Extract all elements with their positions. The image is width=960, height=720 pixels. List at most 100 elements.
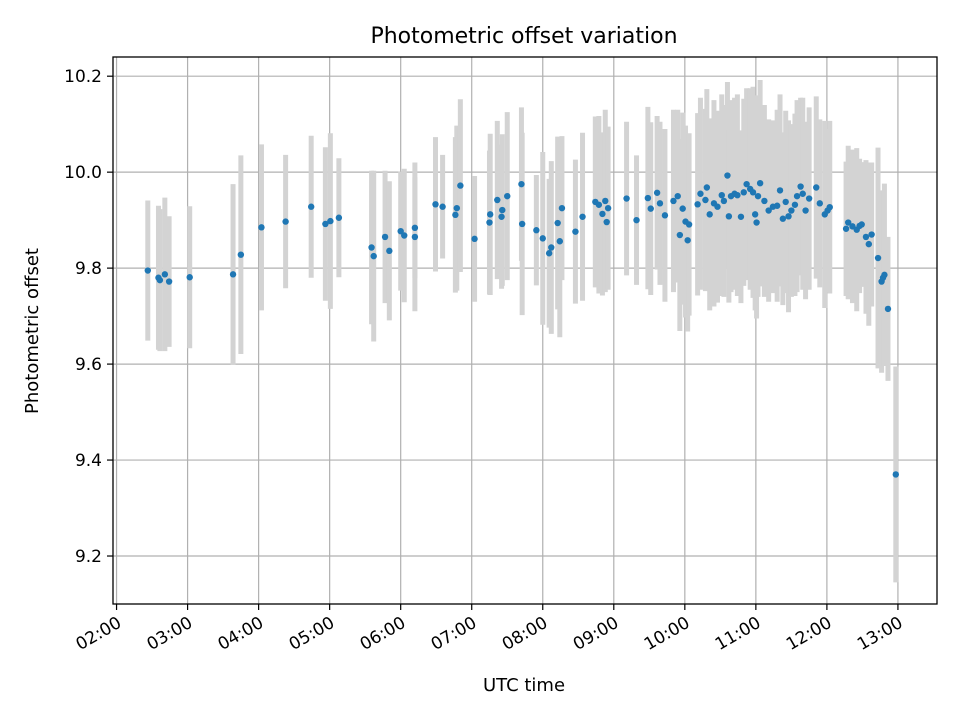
data-point [647, 205, 654, 212]
data-point [761, 197, 768, 205]
data-point [791, 201, 799, 208]
data-point [453, 204, 461, 212]
data-point [706, 211, 713, 218]
data-point [884, 305, 892, 313]
data-point [644, 194, 652, 202]
chart-title: Photometric offset variation [370, 24, 677, 49]
data-point [751, 211, 759, 218]
data-point [670, 197, 677, 205]
data-point [397, 227, 404, 235]
data-point [776, 187, 784, 194]
data-point [533, 227, 540, 234]
data-point [702, 196, 709, 204]
data-point [604, 204, 612, 212]
data-point [773, 202, 781, 209]
data-point [697, 190, 704, 197]
x-tick-label: 05:00 [286, 613, 338, 655]
data-point [743, 180, 750, 188]
data-point [335, 214, 343, 221]
data-point [782, 198, 789, 206]
data-point [370, 252, 377, 260]
x-axis-label: UTC time [483, 675, 565, 696]
data-point [779, 215, 787, 222]
data-point [494, 196, 501, 204]
data-point [676, 231, 684, 239]
data-point [539, 235, 546, 242]
data-point [186, 274, 193, 281]
data-point [499, 206, 506, 214]
data-point [653, 189, 661, 196]
data-point [737, 213, 745, 220]
data-point [602, 197, 609, 205]
data-point [703, 184, 711, 191]
data-point [229, 271, 237, 278]
data-point [599, 210, 606, 218]
data-point [661, 212, 669, 219]
data-point [793, 192, 801, 200]
data-point [556, 238, 564, 245]
x-tick-label: 10:00 [641, 613, 693, 655]
data-point [486, 211, 494, 218]
data-point [548, 244, 555, 251]
data-point [165, 278, 173, 285]
data-point [258, 224, 265, 231]
x-tick-label: 13:00 [854, 613, 906, 655]
data-point [558, 204, 566, 212]
data-point [327, 217, 334, 225]
data-point [842, 225, 850, 232]
data-point [144, 267, 152, 274]
data-point [161, 271, 169, 278]
data-point [432, 201, 439, 208]
data-point [845, 219, 852, 226]
y-axis-label: Photometric offset [22, 248, 43, 414]
data-point [679, 205, 686, 212]
data-point [826, 203, 833, 211]
data-point [156, 276, 164, 284]
data-point [785, 213, 792, 220]
data-point [714, 203, 721, 210]
data-point [322, 220, 329, 228]
data-point [595, 201, 603, 208]
data-point [411, 233, 419, 241]
data-point [674, 192, 681, 200]
data-point [518, 180, 525, 188]
grid-lines [113, 57, 937, 604]
data-point [765, 207, 772, 214]
data-point [486, 219, 493, 226]
data-point [518, 220, 526, 228]
data-point [892, 471, 899, 478]
data-point [386, 247, 393, 255]
data-point [439, 203, 446, 210]
data-point [554, 219, 561, 227]
y-tick-label: 10.0 [64, 163, 102, 183]
x-tick-label: 08:00 [499, 613, 551, 655]
x-tick-label: 06:00 [357, 613, 409, 655]
data-point [368, 244, 375, 251]
data-point [471, 235, 478, 243]
data-point [734, 191, 741, 199]
data-point [797, 183, 804, 190]
data-point [720, 197, 728, 205]
data-point [749, 189, 757, 196]
data-point [740, 189, 747, 196]
data-point [684, 237, 691, 244]
data-point [881, 271, 888, 279]
data-point [603, 218, 610, 226]
error-bars [145, 80, 899, 583]
data-point [805, 195, 813, 202]
data-point [504, 192, 511, 200]
data-points [144, 172, 899, 478]
data-point [282, 218, 289, 225]
y-tick-label: 9.4 [75, 451, 102, 471]
data-point [753, 219, 760, 226]
data-point [685, 221, 693, 228]
y-tick-label: 10.2 [64, 67, 102, 87]
x-tick-label: 03:00 [144, 613, 196, 655]
data-point [452, 211, 459, 219]
data-point [816, 200, 823, 207]
data-point [724, 172, 731, 179]
data-point [865, 240, 873, 248]
x-tick-label: 02:00 [73, 613, 125, 655]
data-point [756, 179, 764, 187]
